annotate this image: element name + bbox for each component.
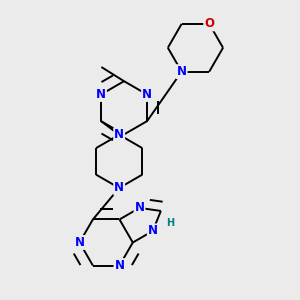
Text: N: N (114, 182, 124, 194)
Text: N: N (115, 259, 124, 272)
Text: N: N (96, 88, 106, 101)
Text: H: H (166, 218, 174, 228)
Text: O: O (204, 17, 214, 30)
Text: N: N (142, 88, 152, 101)
Text: N: N (75, 236, 85, 249)
Text: N: N (134, 201, 145, 214)
Text: N: N (177, 65, 187, 78)
Text: N: N (148, 224, 158, 237)
Text: N: N (114, 128, 124, 141)
